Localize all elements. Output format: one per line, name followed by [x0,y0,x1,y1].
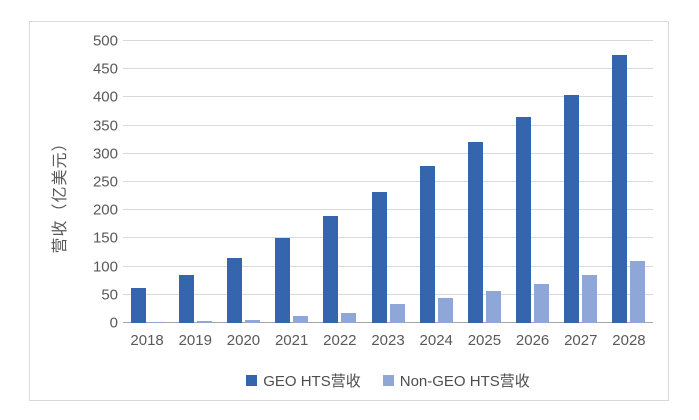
bar-series-0-2021 [275,238,291,323]
y-tick-label: 50 [101,286,118,304]
x-tick-label: 2019 [178,332,212,349]
bar-group-2025 [460,41,508,323]
gridline [123,265,653,267]
x-axis-labels: 2018 2019 2020 2021 2022 2023 2024 2025 2026 2027… [123,332,653,349]
x-tick-label: 2023 [371,332,405,349]
plot-area [123,40,653,323]
gridline [123,96,653,98]
bar-series-0-2027 [564,94,580,323]
bar-series-1-2018 [148,321,164,323]
bar-group-2020 [219,41,267,323]
legend-swatch-icon [246,375,258,386]
bar-series-0-2022 [323,215,339,323]
y-axis-ticks: 0 50 100 150 200 250 300 350 400 450 500 [66,34,118,331]
bar-series-0-2024 [419,166,435,323]
legend-label: Non-GEO HTS营收 [399,373,530,390]
y-tick-label: 400 [92,88,118,106]
bar-series-1-2023 [389,304,405,323]
x-axis-line [123,322,653,323]
bar-series-0-2026 [516,117,532,323]
y-tick-label: 200 [92,201,118,219]
legend-swatch-icon [382,375,394,386]
y-tick-label: 350 [92,117,118,135]
x-tick-label: 2024 [419,332,453,349]
bar-series-1-2021 [293,316,309,323]
x-tick-label: 2026 [515,332,550,349]
gridline [123,181,653,182]
legend-item-1: Non-GEO HTS营收 [382,370,530,391]
bar-series-1-2026 [534,283,550,323]
gridline [123,209,653,211]
gridline [123,124,653,126]
bar-series-1-2024 [437,297,453,323]
y-tick-label: 500 [92,32,118,50]
gridline [123,40,653,41]
chart-border-box: 营收（亿美元） 0 50 100 150 200 250 300 350 400 450 500 2… [29,21,669,401]
y-tick-label: 150 [92,229,118,247]
bar-series-0-2019 [178,275,194,323]
bar-series-1-2022 [341,312,357,323]
bar-group-2024 [412,41,460,323]
bar-series-0-2020 [226,258,242,323]
gridline [123,237,653,239]
bar-series-0-2028 [612,55,628,323]
bar-groups-layer [123,41,653,323]
bar-group-2028 [605,41,653,323]
bar-group-2026 [509,41,557,323]
x-tick-label: 2020 [226,332,261,349]
bar-series-0-2023 [371,191,387,323]
x-tick-label: 2028 [612,332,646,349]
bar-series-1-2027 [582,275,598,323]
bar-series-1-2019 [196,320,212,323]
legend-label: GEO HTS营收 [263,373,361,390]
x-tick-label: 2027 [564,332,598,349]
bar-series-1-2028 [630,260,646,323]
bar-series-1-2020 [244,319,260,323]
x-tick-label: 2021 [274,332,309,349]
x-tick-label: 2018 [130,332,164,349]
legend: GEO HTS营收 Non-GEO HTS营收 [123,370,653,391]
y-tick-label: 250 [92,173,118,191]
bar-group-2019 [171,41,219,323]
bar-group-2021 [268,41,316,323]
gridline [123,68,653,70]
legend-item-0: GEO HTS营收 [246,370,361,391]
y-tick-label: 300 [92,145,118,163]
bar-series-0-2018 [130,288,146,323]
bar-group-2018 [123,41,171,323]
bar-group-2023 [364,41,412,323]
bar-group-2027 [557,41,605,323]
bar-group-2022 [316,41,364,323]
x-tick-label: 2025 [467,332,502,349]
bar-series-0-2025 [467,141,483,323]
gridline [123,293,653,295]
y-tick-label: 0 [109,314,118,332]
x-tick-label: 2022 [323,332,357,349]
bar-series-1-2025 [485,290,501,323]
y-tick-label: 100 [92,258,118,276]
gridline [123,152,653,154]
y-tick-label: 450 [92,60,118,78]
